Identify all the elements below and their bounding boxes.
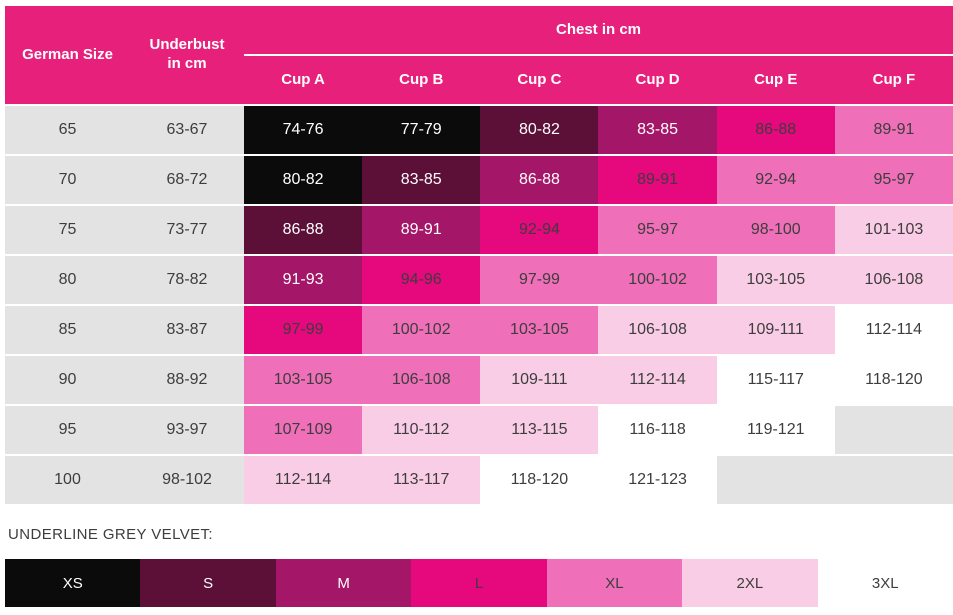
chest-range-cell: 89-91 — [834, 106, 953, 154]
table-row: 80 78-82 91-93 94-96 97-99 100-102 103-105 106-… — [5, 256, 953, 304]
chest-range-cell: 80-82 — [244, 156, 363, 204]
chest-range-cell: 103-105 — [244, 356, 363, 404]
chest-range-cell: 74-76 — [244, 106, 363, 154]
legend-item-3xl: 3XL — [817, 559, 953, 607]
chest-range-cell: 83-85 — [598, 106, 717, 154]
chest-range-cell: 109-111 — [480, 356, 599, 404]
chest-range-cell: 119-121 — [716, 406, 835, 454]
chest-range-cell: 97-99 — [480, 256, 599, 304]
chest-header-group: Chest in cm Cup A Cup B Cup C Cup D Cup E Cup… — [244, 6, 953, 104]
chest-range-cell: 86-88 — [244, 206, 363, 254]
chest-range-cell: 91-93 — [244, 256, 363, 304]
cup-header: Cup F — [872, 70, 916, 88]
chest-range-cell: 115-117 — [716, 356, 835, 404]
chest-range-cell: 98-100 — [716, 206, 835, 254]
chest-range-cell: 92-94 — [480, 206, 599, 254]
german-size-cell: 75 — [5, 206, 130, 254]
cup-header: Cup A — [281, 70, 325, 88]
underbust-cell: 78-82 — [130, 256, 244, 304]
chest-range-cell: 101-103 — [834, 206, 953, 254]
chest-range-cell: 110-112 — [362, 406, 481, 454]
german-size-cell: 90 — [5, 356, 130, 404]
cup-header: Cup D — [635, 70, 680, 88]
table-row: 95 93-97 107-109 110-112 113-115 116-118 119-1… — [5, 406, 953, 454]
table-row: 75 73-77 86-88 89-91 92-94 95-97 98-100 101-103 — [5, 206, 953, 254]
table-row: 70 68-72 80-82 83-85 86-88 89-91 92-94 95-97 — [5, 156, 953, 204]
chest-range-cell: 89-91 — [598, 156, 717, 204]
chest-range-cell: 77-79 — [362, 106, 481, 154]
chest-range-cell: 106-108 — [834, 256, 953, 304]
size-legend: XS S M L XL 2XL 3XL — [5, 559, 953, 607]
col-header-underbust: Underbust in cm — [149, 36, 225, 72]
chest-range-cell — [834, 406, 953, 454]
chest-range-cell: 112-114 — [598, 356, 717, 404]
chest-range-cell — [834, 456, 953, 504]
chest-range-cell: 94-96 — [362, 256, 481, 304]
cup-header-row: Cup A Cup B Cup C Cup D Cup E Cup F — [244, 56, 953, 104]
chest-range-cell: 103-105 — [480, 306, 599, 354]
legend-item-xs: XS — [5, 559, 141, 607]
chest-range-cell: 118-120 — [480, 456, 599, 504]
chest-range-cell: 109-111 — [716, 306, 835, 354]
legend-label: UNDERLINE GREY VELVET: — [8, 526, 213, 543]
chest-range-cell: 106-108 — [598, 306, 717, 354]
chest-range-cell: 107-109 — [244, 406, 363, 454]
chest-range-cell: 80-82 — [480, 106, 599, 154]
chest-range-cell: 121-123 — [598, 456, 717, 504]
german-size-cell: 70 — [5, 156, 130, 204]
german-size-cell: 80 — [5, 256, 130, 304]
german-size-cell: 65 — [5, 106, 130, 154]
chest-range-cell: 103-105 — [716, 256, 835, 304]
legend-item-2xl: 2XL — [682, 559, 818, 607]
chest-range-cell — [716, 456, 835, 504]
chest-range-cell: 106-108 — [362, 356, 481, 404]
legend-item-s: S — [140, 559, 276, 607]
underbust-cell: 68-72 — [130, 156, 244, 204]
underbust-cell: 88-92 — [130, 356, 244, 404]
chest-range-cell: 118-120 — [834, 356, 953, 404]
cup-header: Cup E — [754, 70, 798, 88]
legend-item-l: L — [411, 559, 547, 607]
table-row: 85 83-87 97-99 100-102 103-105 106-108 109-111… — [5, 306, 953, 354]
underbust-cell: 73-77 — [130, 206, 244, 254]
table-header: German Size Underbust in cm Chest in cm … — [5, 6, 953, 104]
legend-item-m: M — [275, 559, 412, 607]
chest-range-cell: 95-97 — [598, 206, 717, 254]
chest-range-cell: 113-117 — [362, 456, 481, 504]
legend-item-xl: XL — [546, 559, 683, 607]
chest-range-cell: 112-114 — [834, 306, 953, 354]
table-row: 90 88-92 103-105 106-108 109-111 112-114 115-1… — [5, 356, 953, 404]
chest-range-cell: 100-102 — [362, 306, 481, 354]
table-body: 65 63-67 74-76 77-79 80-82 83-85 86-88 89-91 70 6… — [5, 106, 953, 504]
german-size-cell: 95 — [5, 406, 130, 454]
chest-range-cell: 86-88 — [480, 156, 599, 204]
col-header-german-size: German Size — [22, 45, 113, 63]
chest-range-cell: 113-115 — [480, 406, 599, 454]
underbust-cell: 98-102 — [130, 456, 244, 504]
header-divider-line — [244, 54, 953, 56]
chest-range-cell: 95-97 — [834, 156, 953, 204]
underbust-cell: 63-67 — [130, 106, 244, 154]
chest-range-cell: 89-91 — [362, 206, 481, 254]
cup-header: Cup B — [399, 70, 444, 88]
chest-range-cell: 83-85 — [362, 156, 481, 204]
chest-range-cell: 97-99 — [244, 306, 363, 354]
col-header-chest: Chest in cm — [555, 20, 642, 38]
chest-range-cell: 112-114 — [244, 456, 363, 504]
table-row: 100 98-102 112-114 113-117 118-120 121-123 — [5, 456, 953, 504]
chest-range-cell: 92-94 — [716, 156, 835, 204]
cup-header: Cup C — [517, 70, 562, 88]
table-row: 65 63-67 74-76 77-79 80-82 83-85 86-88 89-91 — [5, 106, 953, 154]
german-size-cell: 100 — [5, 456, 130, 504]
underbust-cell: 93-97 — [130, 406, 244, 454]
chest-range-cell: 86-88 — [716, 106, 835, 154]
chest-range-cell: 116-118 — [598, 406, 717, 454]
chest-range-cell: 100-102 — [598, 256, 717, 304]
underbust-cell: 83-87 — [130, 306, 244, 354]
german-size-cell: 85 — [5, 306, 130, 354]
